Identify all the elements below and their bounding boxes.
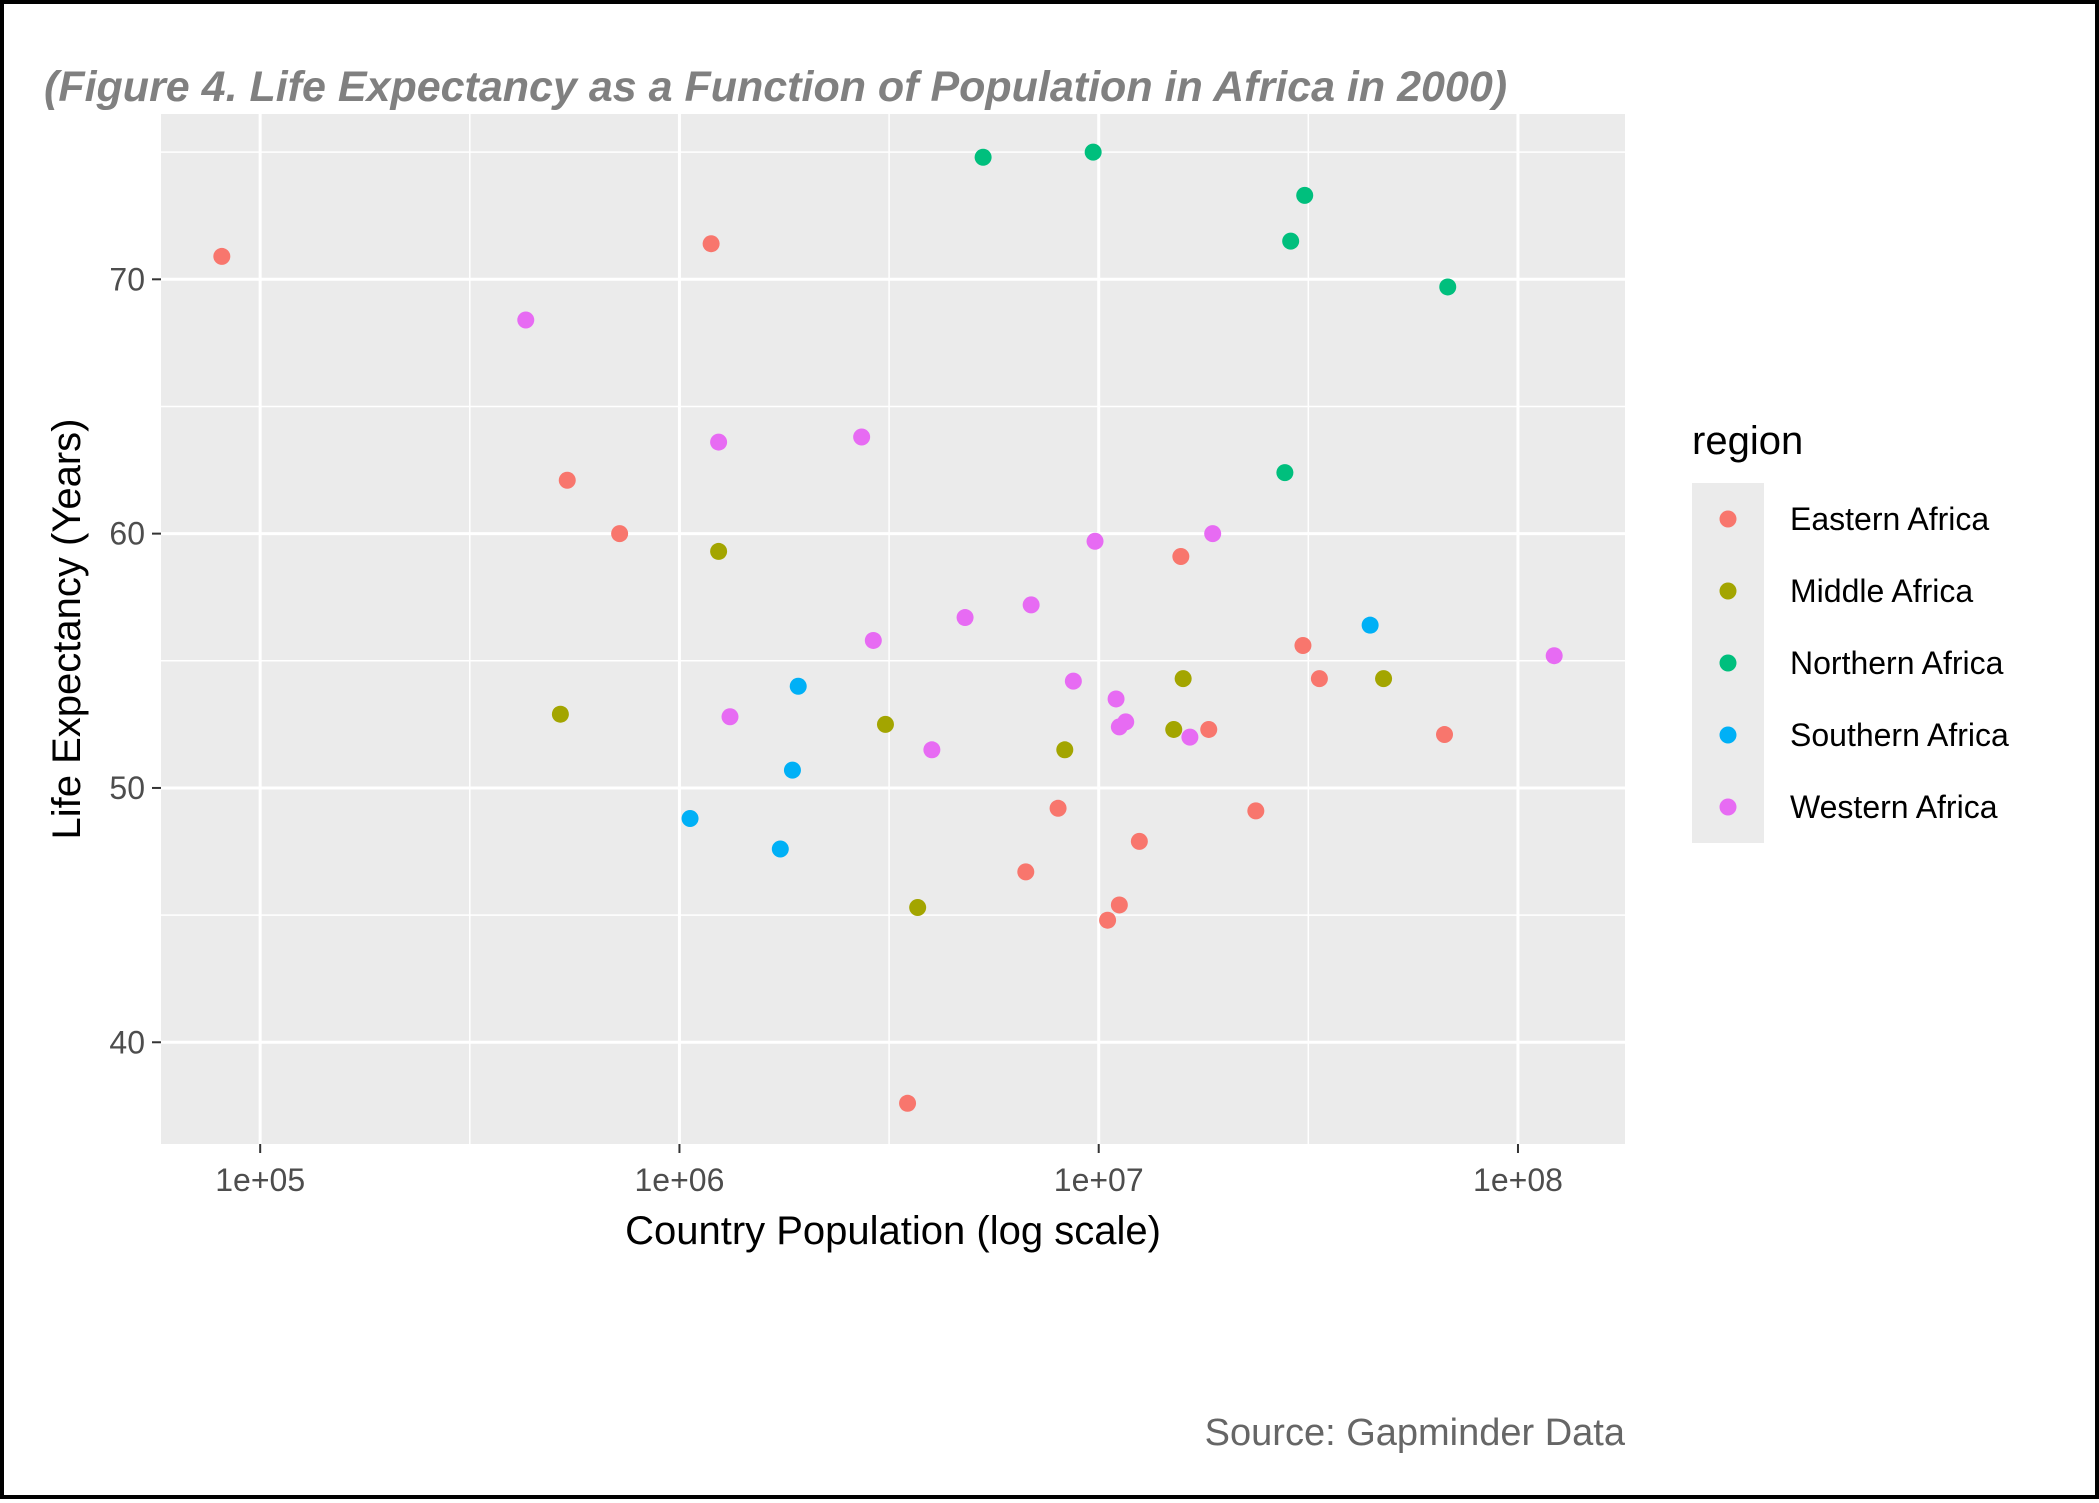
x-tick-label: 1e+06 <box>635 1162 725 1198</box>
legend: Eastern Africa Middle Africa Northern Afri… <box>1692 483 2009 843</box>
point-western-africa <box>864 631 882 649</box>
point-eastern-africa <box>1200 720 1218 738</box>
legend-key-southern-africa <box>1719 726 1737 744</box>
legend-title: region <box>1692 419 1803 463</box>
point-western-africa <box>853 428 871 446</box>
point-eastern-africa <box>1110 896 1128 914</box>
point-middle-africa <box>710 542 728 560</box>
point-western-africa <box>1107 690 1125 708</box>
point-southern-africa <box>783 761 801 779</box>
point-eastern-africa <box>558 471 576 489</box>
point-middle-africa <box>551 705 569 723</box>
y-tick-label: 40 <box>109 1024 145 1060</box>
point-western-africa <box>721 708 739 726</box>
y-axis-ticks: 40 50 60 70 <box>109 261 161 1060</box>
point-western-africa <box>710 433 728 451</box>
x-axis-title: Country Population (log scale) <box>625 1209 1161 1253</box>
point-southern-africa <box>789 677 807 695</box>
point-western-africa <box>956 609 974 627</box>
legend-key-middle-africa <box>1719 582 1737 600</box>
legend-label-western-africa: Western Africa <box>1790 789 1998 825</box>
point-eastern-africa <box>1310 670 1328 688</box>
point-eastern-africa <box>1099 911 1117 929</box>
point-western-africa <box>1110 718 1128 736</box>
x-tick-label: 1e+08 <box>1473 1162 1563 1198</box>
point-northern-africa <box>974 148 992 166</box>
point-western-africa <box>1086 532 1104 550</box>
legend-key-northern-africa <box>1719 654 1737 672</box>
point-eastern-africa <box>1017 863 1035 881</box>
point-eastern-africa <box>899 1094 917 1112</box>
legend-label-eastern-africa: Eastern Africa <box>1790 501 1989 537</box>
y-tick-label: 70 <box>109 261 145 297</box>
point-western-africa <box>1204 525 1222 543</box>
y-axis-title: Life Expectancy (Years) <box>45 419 89 840</box>
point-middle-africa <box>909 898 927 916</box>
point-northern-africa <box>1276 464 1294 482</box>
point-eastern-africa <box>1436 726 1454 744</box>
point-eastern-africa <box>1049 799 1067 817</box>
point-eastern-africa <box>213 247 231 265</box>
point-middle-africa <box>876 715 894 733</box>
point-eastern-africa <box>611 525 629 543</box>
point-middle-africa <box>1174 670 1192 688</box>
point-eastern-africa <box>1130 832 1148 850</box>
point-eastern-africa <box>1172 548 1190 566</box>
point-western-africa <box>1022 596 1040 614</box>
point-eastern-africa <box>1247 802 1265 820</box>
point-western-africa <box>923 741 941 759</box>
point-western-africa <box>1181 728 1199 746</box>
point-northern-africa <box>1296 186 1314 204</box>
minor-gridlines <box>161 114 1625 1144</box>
legend-key-eastern-africa <box>1719 510 1737 528</box>
major-gridlines <box>161 114 1625 1144</box>
legend-label-northern-africa: Northern Africa <box>1790 645 2004 681</box>
point-middle-africa <box>1375 670 1393 688</box>
point-eastern-africa <box>702 235 720 253</box>
y-tick-label: 60 <box>109 516 145 552</box>
y-tick-label: 50 <box>109 770 145 806</box>
point-northern-africa <box>1084 143 1102 161</box>
point-eastern-africa <box>1294 637 1312 655</box>
point-southern-africa <box>1361 616 1379 634</box>
point-northern-africa <box>1282 232 1300 250</box>
x-tick-label: 1e+07 <box>1054 1162 1144 1198</box>
point-middle-africa <box>1056 741 1074 759</box>
legend-key-western-africa <box>1719 798 1737 816</box>
scatter-chart: (Figure 4. Life Expectancy as a Function… <box>44 63 2009 1454</box>
data-points <box>213 143 1563 1112</box>
chart-title: (Figure 4. Life Expectancy as a Function… <box>44 63 1507 111</box>
point-western-africa <box>1545 647 1563 665</box>
point-southern-africa <box>771 840 789 858</box>
x-tick-label: 1e+05 <box>215 1162 305 1198</box>
point-western-africa <box>517 311 535 329</box>
point-western-africa <box>1064 672 1082 690</box>
plot-panel <box>161 114 1625 1144</box>
x-axis-ticks: 1e+05 1e+06 1e+07 1e+08 <box>215 1144 1563 1198</box>
caption: Source: Gapminder Data <box>1205 1412 1626 1454</box>
point-southern-africa <box>681 809 699 827</box>
point-northern-africa <box>1439 278 1457 296</box>
point-middle-africa <box>1165 720 1183 738</box>
legend-label-southern-africa: Southern Africa <box>1790 717 2009 753</box>
legend-label-middle-africa: Middle Africa <box>1790 573 1973 609</box>
